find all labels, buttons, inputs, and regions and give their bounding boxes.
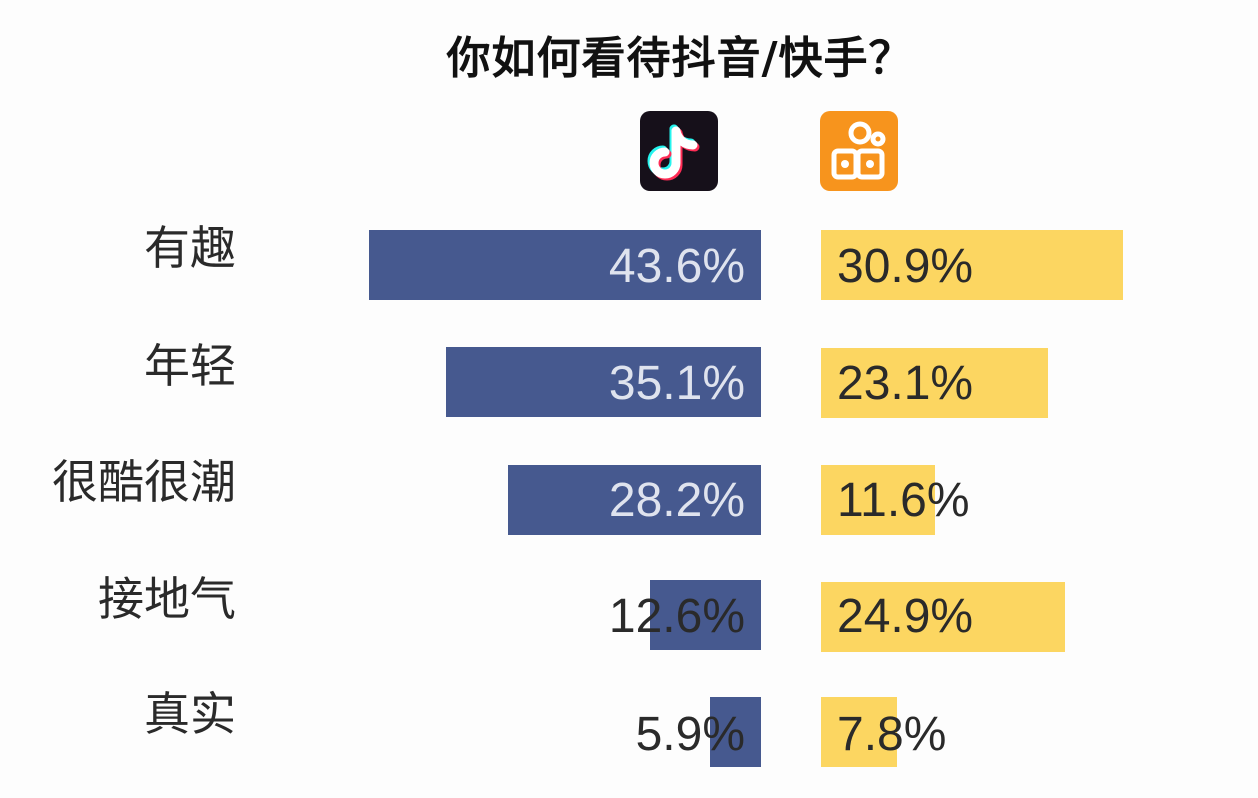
category-label: 年轻 — [144, 339, 236, 393]
douyin-bar — [650, 580, 761, 650]
douyin-logo-icon — [640, 111, 718, 191]
kuaishou-bar — [821, 697, 897, 767]
category-label: 真实 — [144, 687, 236, 741]
douyin-bar — [369, 230, 761, 300]
kuaishou-value: 11.6% — [837, 474, 970, 527]
category-label: 很酷很潮 — [52, 455, 236, 509]
kuaishou-value: 24.9% — [837, 590, 974, 643]
kuaishou-bar — [821, 465, 935, 535]
douyin-bar — [446, 347, 761, 417]
douyin-value: 43.6% — [608, 240, 745, 293]
category-label: 有趣 — [144, 221, 236, 275]
douyin-value: 28.2% — [608, 474, 745, 527]
category-label: 接地气 — [98, 572, 236, 626]
kuaishou-bar — [821, 230, 1123, 300]
douyin-bar — [710, 697, 761, 767]
douyin-bar — [508, 465, 761, 535]
kuaishou-logo-icon — [820, 111, 898, 191]
kuaishou-bar — [821, 348, 1048, 418]
kuaishou-value: 30.9% — [837, 240, 974, 293]
douyin-value: 5.9% — [635, 708, 745, 761]
chart-title: 你如何看待抖音/快手？ — [446, 33, 914, 84]
douyin-value: 35.1% — [608, 357, 745, 410]
douyin-value: 12.6% — [608, 590, 745, 643]
kuaishou-bar — [821, 582, 1065, 652]
kuaishou-value: 23.1% — [837, 357, 974, 410]
kuaishou-value: 7.8% — [837, 708, 947, 761]
